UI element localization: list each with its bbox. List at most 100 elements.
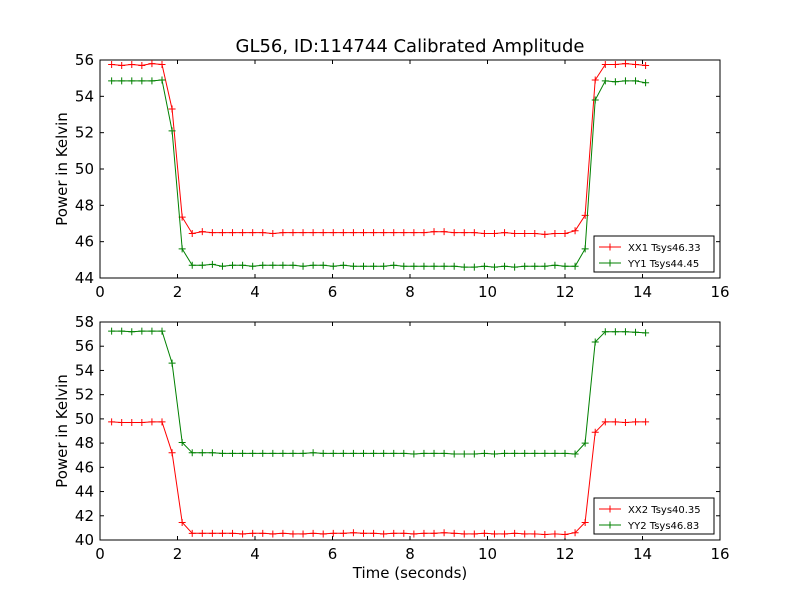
- legend-entry: YY2 Tsys46.83: [627, 521, 699, 532]
- data-point: [501, 262, 509, 270]
- data-point: [249, 529, 257, 537]
- data-point: [420, 229, 428, 237]
- x-tick-label: 16: [710, 545, 729, 563]
- data-point: [289, 261, 297, 269]
- x-tick-label: 10: [478, 283, 497, 301]
- data-point: [188, 229, 196, 237]
- data-point: [611, 61, 619, 69]
- data-point: [632, 77, 640, 85]
- data-point: [621, 328, 629, 336]
- data-point: [360, 262, 367, 270]
- data-point: [521, 530, 529, 538]
- x-tick-label: 14: [633, 545, 652, 563]
- data-point: [188, 529, 196, 537]
- y-tick-label: 54: [75, 361, 94, 379]
- data-point: [430, 529, 438, 537]
- data-point: [430, 228, 438, 236]
- data-point: [370, 529, 378, 537]
- y-tick-label: 40: [75, 531, 94, 549]
- data-point: [541, 230, 549, 238]
- y-tick-label: 56: [75, 337, 94, 355]
- data-point: [168, 449, 176, 457]
- data-point: [188, 449, 196, 457]
- y-axis-label: Power in Kelvin: [53, 374, 71, 488]
- data-point: [339, 529, 347, 537]
- y-tick-label: 44: [75, 483, 94, 501]
- legend-box: [593, 497, 715, 535]
- data-point: [561, 229, 569, 237]
- data-point: [601, 77, 609, 85]
- data-point: [440, 228, 448, 236]
- data-point: [642, 329, 650, 337]
- data-point: [380, 449, 388, 457]
- data-point: [440, 262, 448, 270]
- data-point: [591, 338, 599, 346]
- data-point: [480, 449, 488, 457]
- x-tick-label: 6: [328, 545, 338, 563]
- data-point: [591, 96, 599, 104]
- legend-swatch-marker: [606, 521, 614, 529]
- data-point: [390, 529, 398, 537]
- data-point: [118, 61, 126, 69]
- data-point: [269, 261, 277, 269]
- data-point: [460, 530, 468, 538]
- data-point: [410, 229, 418, 237]
- data-point: [329, 529, 337, 537]
- data-point: [168, 105, 176, 113]
- data-point: [229, 449, 237, 457]
- data-point: [198, 261, 206, 269]
- data-point: [380, 262, 388, 270]
- data-point: [410, 450, 418, 458]
- data-point: [309, 449, 317, 457]
- data-point: [360, 229, 367, 237]
- data-point: [591, 76, 599, 84]
- data-point: [299, 262, 307, 270]
- data-point: [229, 261, 237, 269]
- y-tick-label: 48: [75, 196, 94, 214]
- x-tick-label: 6: [328, 283, 338, 301]
- data-point: [249, 449, 257, 457]
- data-point: [531, 262, 539, 270]
- data-point: [470, 450, 478, 458]
- data-point: [490, 450, 498, 458]
- data-point: [621, 419, 629, 427]
- data-point: [319, 261, 327, 269]
- x-tick-label: 16: [710, 283, 729, 301]
- data-point: [440, 449, 448, 457]
- data-point: [642, 61, 650, 69]
- data-point: [289, 530, 297, 538]
- y-tick-label: 50: [75, 160, 94, 178]
- data-point: [128, 77, 136, 85]
- data-point: [349, 262, 357, 270]
- data-point: [269, 449, 277, 457]
- data-point: [632, 61, 640, 69]
- data-point: [581, 439, 589, 447]
- data-point: [400, 449, 408, 457]
- data-point: [188, 261, 196, 269]
- data-point: [400, 529, 408, 537]
- data-point: [218, 262, 226, 270]
- data-point: [259, 529, 267, 537]
- data-point: [198, 228, 206, 236]
- data-point: [480, 229, 488, 237]
- legend-entry: XX2 Tsys40.35: [628, 505, 701, 516]
- data-point: [259, 449, 267, 457]
- data-point: [511, 229, 519, 237]
- data-point: [541, 449, 549, 457]
- data-point: [158, 418, 166, 426]
- x-tick-label: 4: [250, 283, 260, 301]
- data-point: [450, 529, 458, 537]
- data-point: [561, 531, 569, 539]
- data-point: [460, 263, 468, 271]
- data-point: [208, 529, 216, 537]
- data-point: [148, 60, 156, 68]
- x-tick-label: 8: [405, 283, 415, 301]
- data-point: [611, 418, 619, 426]
- y-tick-label: 44: [75, 269, 94, 287]
- data-point: [390, 229, 398, 237]
- data-point: [329, 229, 337, 237]
- legend-swatch-marker: [606, 259, 614, 267]
- data-point: [259, 261, 267, 269]
- data-point: [198, 449, 206, 457]
